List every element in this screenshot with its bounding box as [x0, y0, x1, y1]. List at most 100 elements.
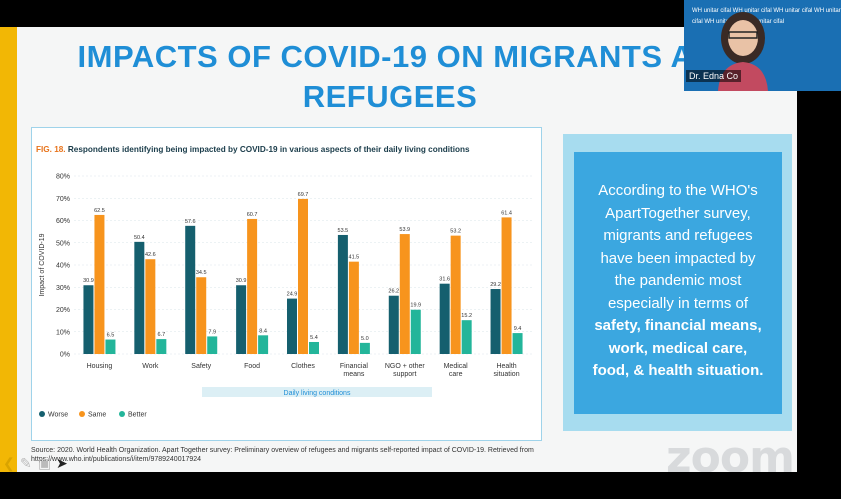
bar-better	[258, 335, 269, 354]
data-label: 31.6	[439, 277, 450, 283]
bar-better	[512, 333, 523, 354]
data-label: 42.6	[145, 252, 156, 258]
data-label: 7.9	[208, 329, 216, 335]
x-axis-label: Daily living conditions	[284, 390, 351, 397]
y-tick-label: 70%	[56, 196, 70, 203]
y-tick-label: 40%	[56, 263, 70, 270]
data-label: 30.9	[83, 278, 94, 284]
x-tick-label: means	[343, 371, 365, 378]
slide-accent-bar	[0, 27, 17, 472]
x-tick-label: Health	[496, 363, 516, 370]
x-tick-label: care	[449, 371, 463, 378]
bar-worse	[439, 283, 450, 354]
data-label: 30.9	[236, 278, 247, 284]
info-line: ApartTogether survey,	[605, 204, 751, 222]
legend-marker-better	[119, 411, 125, 417]
data-label: 69.7	[298, 192, 309, 198]
speaker-name-tag: Dr. Edna Co	[686, 70, 742, 82]
bar-same	[196, 277, 207, 354]
chart-caption: Respondents identifying being impacted b…	[68, 145, 470, 154]
slides-icon[interactable]: ▣	[38, 455, 52, 471]
bar-worse	[388, 295, 399, 354]
data-label: 53.2	[450, 229, 461, 235]
pen-icon[interactable]: ✎	[20, 455, 32, 471]
bar-worse	[83, 285, 94, 354]
data-label: 6.7	[158, 332, 166, 338]
x-tick-label: Financial	[340, 363, 368, 370]
y-tick-label: 80%	[56, 174, 70, 181]
data-label: 60.7	[247, 212, 258, 218]
arrow-left-icon[interactable]: ❮	[3, 455, 15, 471]
y-tick-label: 30%	[56, 285, 70, 292]
info-bold-line: work, medical care,	[608, 339, 748, 357]
bar-same	[298, 198, 308, 354]
bar-worse	[185, 225, 196, 354]
data-label: 5.4	[310, 335, 318, 341]
cursor-icon: ➤	[56, 455, 68, 471]
data-label: 53.5	[338, 228, 349, 234]
bar-worse	[337, 234, 348, 354]
data-label: 34.5	[196, 270, 207, 276]
info-line: especially in terms of	[607, 294, 749, 312]
data-label: 24.9	[287, 292, 298, 298]
x-axis-label-bg	[202, 387, 432, 397]
bar-better	[156, 339, 167, 354]
y-axis-label: Impact of COVID-19	[39, 233, 46, 296]
x-tick-label: Medical	[444, 363, 469, 370]
legend-marker-worse	[39, 411, 45, 417]
bar-same	[501, 217, 512, 354]
bar-worse	[236, 285, 247, 354]
data-label: 5.0	[361, 336, 369, 342]
x-tick-label: Housing	[87, 363, 113, 370]
y-tick-label: 50%	[56, 240, 70, 247]
legend-label: Worse	[48, 412, 68, 419]
bar-same	[145, 259, 156, 354]
bar-same	[348, 261, 359, 354]
bar-better	[207, 336, 218, 354]
bar-worse	[490, 289, 501, 354]
x-tick-label: situation	[494, 371, 520, 378]
legend-label: Same	[88, 412, 106, 419]
data-label: 61.4	[501, 210, 512, 216]
data-label: 19.9	[410, 303, 421, 309]
data-label: 53.9	[399, 227, 410, 233]
data-label: 9.4	[514, 326, 522, 332]
y-tick-label: 20%	[56, 307, 70, 314]
info-line: the pandemic most	[614, 272, 742, 289]
info-bold-line: food, & health situation.	[592, 362, 764, 379]
x-tick-label: Food	[244, 363, 260, 370]
speaker-avatar	[718, 12, 768, 91]
info-line: According to the WHO's	[598, 182, 758, 199]
x-tick-label: Safety	[191, 363, 211, 370]
bar-better	[105, 339, 116, 354]
bar-same	[247, 218, 258, 354]
chart-fig-label: FIG. 18.	[36, 145, 68, 154]
bar-better	[410, 309, 421, 354]
bar-same	[94, 214, 105, 354]
chart-title: FIG. 18. Respondents identifying being i…	[36, 145, 470, 154]
info-bold-line: safety, financial means,	[594, 317, 762, 334]
x-tick-label: Clothes	[291, 363, 315, 370]
source-citation: Source: 2020. World Health Organization.…	[31, 447, 534, 463]
data-label: 41.5	[349, 255, 360, 261]
data-label: 6.5	[107, 333, 115, 339]
y-tick-label: 0%	[60, 352, 70, 359]
bar-better	[461, 320, 472, 354]
info-line: have been impacted by	[600, 249, 756, 267]
data-label: 50.4	[134, 235, 145, 241]
y-tick-label: 60%	[56, 218, 70, 225]
x-tick-label: NGO + other	[385, 363, 426, 370]
x-tick-label: Work	[142, 363, 159, 370]
data-label: 26.2	[388, 289, 399, 295]
speaker-video-tile[interactable]: WH unitar cifal WH unitar cifal WH unita…	[684, 0, 841, 91]
data-label: 57.6	[185, 219, 196, 225]
presentation-slide: IMPACTS OF COVID-19 ON MIGRANTS AI REFUG…	[0, 27, 797, 472]
bar-chart: FIG. 18. Respondents identifying being i…	[31, 127, 542, 441]
slide-title-line2: REFUGEES	[302, 79, 478, 114]
data-label: 62.5	[94, 208, 105, 214]
bar-better	[309, 341, 319, 354]
bar-same	[450, 235, 461, 354]
info-text: According to the WHO's ApartTogether surv…	[574, 152, 782, 414]
chart-svg: FIG. 18. Respondents identifying being i…	[36, 145, 532, 419]
zoom-watermark: zoom	[666, 432, 795, 472]
